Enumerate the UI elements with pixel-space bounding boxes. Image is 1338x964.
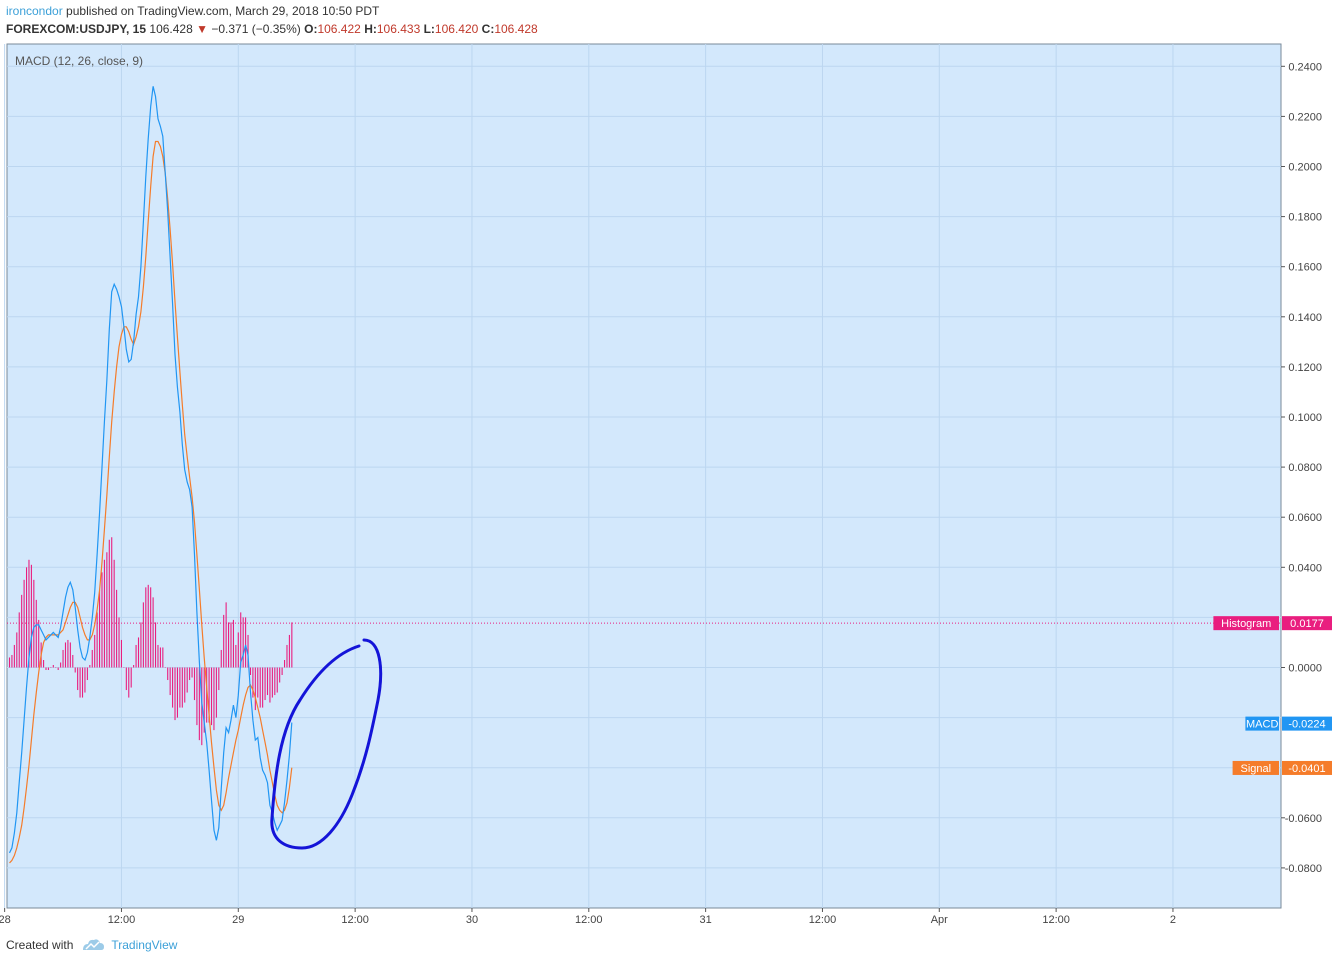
- price-label-name: Histogram: [1221, 618, 1271, 630]
- x-tick-label: 2: [1170, 914, 1176, 926]
- price-label-value: -0.0401: [1288, 763, 1325, 775]
- y-tick-label: 0.0600: [1288, 512, 1322, 524]
- y-tick-label: 0.1000: [1288, 412, 1322, 424]
- last-price: 106.428: [149, 22, 193, 36]
- y-tick-label: 0.1400: [1288, 312, 1322, 324]
- x-tick-label: 12:00: [575, 914, 603, 926]
- x-tick-label: 12:00: [809, 914, 837, 926]
- price-label-value-box: [1282, 616, 1332, 631]
- close-label: C:: [481, 22, 495, 36]
- author-link[interactable]: ironcondor: [6, 4, 63, 18]
- tradingview-logo-icon: [83, 939, 105, 950]
- price-label-value-box: [1282, 760, 1332, 775]
- price-change: −0.371 (−0.35%): [211, 22, 301, 36]
- symbol-name: FOREXCOM:USDJPY, 15: [6, 22, 147, 36]
- y-tick-label: 0.1600: [1288, 262, 1322, 274]
- y-tick-label: 0.0400: [1288, 562, 1322, 574]
- y-tick-label: -0.0800: [1285, 863, 1322, 875]
- high-value: 106.433: [376, 22, 421, 36]
- high-label: H:: [364, 22, 377, 36]
- publish-info: ironcondor published on TradingView.com,…: [6, 4, 379, 18]
- low-label: L:: [423, 22, 435, 36]
- y-tick-label: 0.2000: [1288, 162, 1322, 174]
- x-tick-label: 12:00: [1042, 914, 1070, 926]
- created-with-text: Created with: [6, 938, 74, 952]
- y-tick-label: 0.1200: [1288, 362, 1322, 374]
- axes: 28 12:00 29 12:00 30 12:00 31 12:00 Apr 12:00 2 0.2…: [0, 61, 1322, 926]
- histogram-bars: [8, 537, 293, 746]
- x-tick-label: Apr: [931, 914, 948, 926]
- y-tick-label: 0.1800: [1288, 212, 1322, 224]
- y-tick-label: 0.0800: [1288, 462, 1322, 474]
- price-label-histogram: Histogram 0.0177: [1213, 616, 1332, 631]
- price-label-name-box: [1232, 760, 1279, 775]
- published-text: published on TradingView.com, March 29, …: [66, 4, 380, 18]
- x-tick-label: 29: [232, 914, 244, 926]
- y-tick-label: 0.2400: [1288, 61, 1322, 73]
- x-tick-label: 30: [466, 914, 478, 926]
- price-labels: Histogram 0.0177 MACD -0.0224 Signal -0.0401: [1213, 616, 1332, 775]
- price-label-value: -0.0224: [1288, 719, 1325, 731]
- open-value: 106.422: [317, 22, 361, 36]
- indicator-title: MACD (12, 26, close, 9): [15, 54, 143, 68]
- plot-area[interactable]: [6, 43, 1282, 909]
- price-label-name-box: [1245, 716, 1279, 731]
- symbol-info: FOREXCOM:USDJPY, 15 106.428 ▼ −0.371 (−0…: [6, 22, 538, 36]
- open-label: O:: [304, 22, 318, 36]
- price-label-name-box: [1213, 616, 1279, 631]
- hand-drawn-annotation: [270, 638, 383, 850]
- price-label-macd: MACD -0.0224: [1245, 716, 1332, 731]
- low-value: 106.420: [434, 22, 479, 36]
- price-label-name: MACD: [1246, 719, 1278, 731]
- price-label-value: 0.0177: [1290, 618, 1324, 630]
- y-tick-label: 0.2200: [1288, 111, 1322, 123]
- macd-line: [8, 86, 293, 854]
- x-tick-label: 28: [0, 914, 11, 926]
- x-tick-label: 31: [699, 914, 711, 926]
- down-arrow-icon: ▼: [196, 22, 209, 36]
- y-tick-label: 0.0000: [1288, 663, 1322, 675]
- close-value: 106.428: [494, 22, 538, 36]
- footer: Created with TradingView: [6, 938, 177, 952]
- y-tick-label: -0.0600: [1285, 813, 1322, 825]
- tradingview-link[interactable]: TradingView: [111, 938, 178, 952]
- price-label-signal: Signal -0.0401: [1232, 760, 1332, 775]
- x-tick-label: 12:00: [108, 914, 136, 926]
- price-label-name: Signal: [1241, 763, 1272, 775]
- x-tick-label: 12:00: [341, 914, 369, 926]
- price-label-value-box: [1282, 716, 1332, 731]
